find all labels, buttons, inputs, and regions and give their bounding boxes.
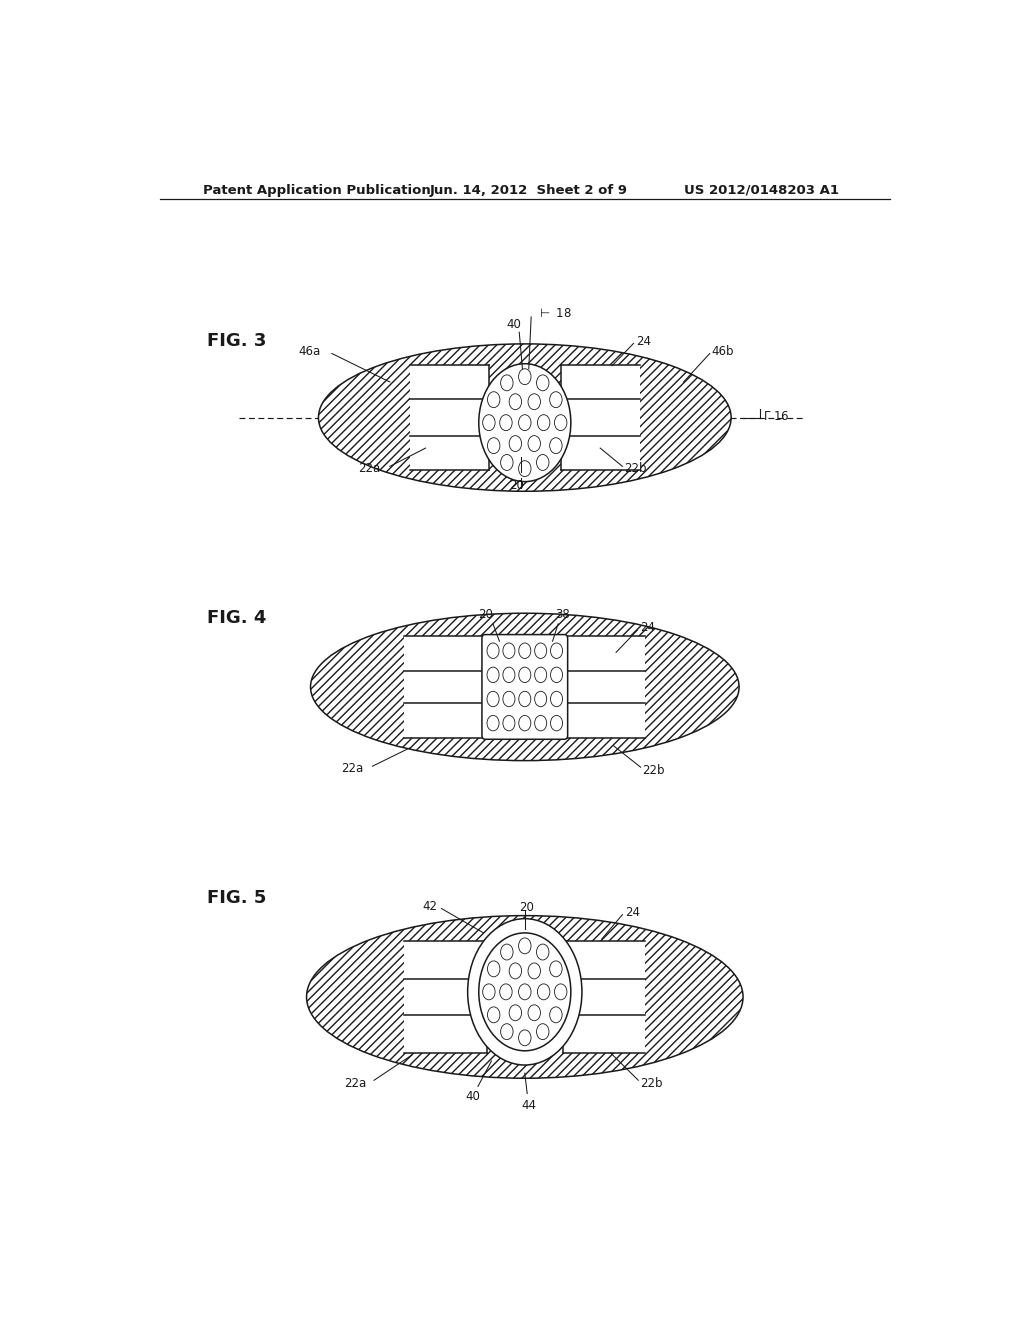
Text: 44: 44 bbox=[521, 1098, 537, 1111]
Text: 24: 24 bbox=[636, 335, 651, 348]
Circle shape bbox=[528, 436, 541, 451]
Circle shape bbox=[501, 1024, 513, 1040]
Circle shape bbox=[519, 643, 530, 659]
Circle shape bbox=[550, 1007, 562, 1023]
Circle shape bbox=[503, 692, 515, 706]
Circle shape bbox=[518, 983, 531, 999]
Circle shape bbox=[500, 983, 512, 999]
Circle shape bbox=[537, 375, 549, 391]
Text: 40: 40 bbox=[506, 318, 521, 331]
Text: 20: 20 bbox=[477, 609, 493, 620]
Circle shape bbox=[518, 461, 531, 477]
Circle shape bbox=[487, 667, 499, 682]
Circle shape bbox=[509, 436, 521, 451]
Circle shape bbox=[503, 715, 515, 731]
Text: $\vdash$ 18: $\vdash$ 18 bbox=[537, 308, 571, 321]
Circle shape bbox=[487, 692, 499, 706]
Circle shape bbox=[487, 643, 499, 659]
Circle shape bbox=[501, 375, 513, 391]
Circle shape bbox=[509, 964, 521, 979]
Text: 46a: 46a bbox=[299, 345, 321, 358]
Circle shape bbox=[518, 368, 531, 384]
Text: 22a: 22a bbox=[358, 462, 380, 475]
Circle shape bbox=[518, 414, 531, 430]
Circle shape bbox=[519, 667, 530, 682]
Text: Jun. 14, 2012  Sheet 2 of 9: Jun. 14, 2012 Sheet 2 of 9 bbox=[430, 183, 628, 197]
Text: 22b: 22b bbox=[640, 1077, 663, 1090]
Text: 38: 38 bbox=[555, 609, 569, 620]
Circle shape bbox=[501, 454, 513, 470]
FancyBboxPatch shape bbox=[482, 635, 567, 739]
Circle shape bbox=[482, 983, 496, 999]
Text: FIG. 5: FIG. 5 bbox=[207, 890, 266, 907]
Circle shape bbox=[487, 392, 500, 408]
FancyBboxPatch shape bbox=[560, 364, 640, 470]
Text: 20: 20 bbox=[519, 902, 535, 913]
Text: 22a: 22a bbox=[341, 762, 362, 775]
Circle shape bbox=[537, 454, 549, 470]
FancyBboxPatch shape bbox=[404, 636, 486, 738]
Circle shape bbox=[518, 939, 531, 954]
Text: 20: 20 bbox=[509, 479, 524, 491]
Text: Patent Application Publication: Patent Application Publication bbox=[204, 183, 431, 197]
Ellipse shape bbox=[318, 345, 731, 491]
Circle shape bbox=[550, 438, 562, 454]
Circle shape bbox=[468, 919, 582, 1065]
Text: FIG. 4: FIG. 4 bbox=[207, 609, 266, 627]
Circle shape bbox=[519, 715, 530, 731]
Circle shape bbox=[503, 667, 515, 682]
Text: 22b: 22b bbox=[642, 764, 665, 776]
Circle shape bbox=[550, 392, 562, 408]
Text: US 2012/0148203 A1: US 2012/0148203 A1 bbox=[684, 183, 839, 197]
Circle shape bbox=[482, 414, 496, 430]
Ellipse shape bbox=[306, 916, 743, 1078]
FancyBboxPatch shape bbox=[563, 636, 645, 738]
Circle shape bbox=[554, 414, 567, 430]
Circle shape bbox=[503, 643, 515, 659]
Circle shape bbox=[551, 715, 562, 731]
Ellipse shape bbox=[310, 614, 739, 760]
Circle shape bbox=[509, 1005, 521, 1020]
Circle shape bbox=[479, 364, 570, 482]
FancyBboxPatch shape bbox=[404, 941, 486, 1053]
Circle shape bbox=[535, 667, 547, 682]
Text: 40: 40 bbox=[465, 1090, 480, 1104]
Circle shape bbox=[487, 1007, 500, 1023]
Text: 22b: 22b bbox=[624, 462, 646, 475]
FancyBboxPatch shape bbox=[563, 941, 645, 1053]
Circle shape bbox=[500, 414, 512, 430]
Text: 42: 42 bbox=[423, 900, 437, 913]
Circle shape bbox=[487, 961, 500, 977]
Circle shape bbox=[535, 692, 547, 706]
Circle shape bbox=[518, 1030, 531, 1045]
Text: 46b: 46b bbox=[712, 345, 734, 358]
Circle shape bbox=[554, 983, 567, 999]
Circle shape bbox=[551, 643, 562, 659]
Circle shape bbox=[550, 961, 562, 977]
Text: 22a: 22a bbox=[344, 1077, 367, 1090]
FancyBboxPatch shape bbox=[410, 364, 489, 470]
Circle shape bbox=[487, 438, 500, 454]
Text: FIG. 3: FIG. 3 bbox=[207, 333, 266, 350]
Circle shape bbox=[538, 983, 550, 999]
Circle shape bbox=[501, 944, 513, 960]
Circle shape bbox=[528, 964, 541, 979]
Circle shape bbox=[537, 1024, 549, 1040]
Circle shape bbox=[519, 692, 530, 706]
Text: 24: 24 bbox=[625, 906, 640, 919]
Circle shape bbox=[528, 393, 541, 409]
Text: $\Gamma$ 16: $\Gamma$ 16 bbox=[763, 411, 790, 424]
Circle shape bbox=[528, 1005, 541, 1020]
Circle shape bbox=[509, 393, 521, 409]
Circle shape bbox=[551, 667, 562, 682]
Text: 24: 24 bbox=[640, 622, 655, 635]
Circle shape bbox=[535, 715, 547, 731]
Circle shape bbox=[551, 692, 562, 706]
Circle shape bbox=[537, 944, 549, 960]
Circle shape bbox=[487, 715, 499, 731]
Circle shape bbox=[479, 933, 570, 1051]
Circle shape bbox=[538, 414, 550, 430]
Circle shape bbox=[535, 643, 547, 659]
